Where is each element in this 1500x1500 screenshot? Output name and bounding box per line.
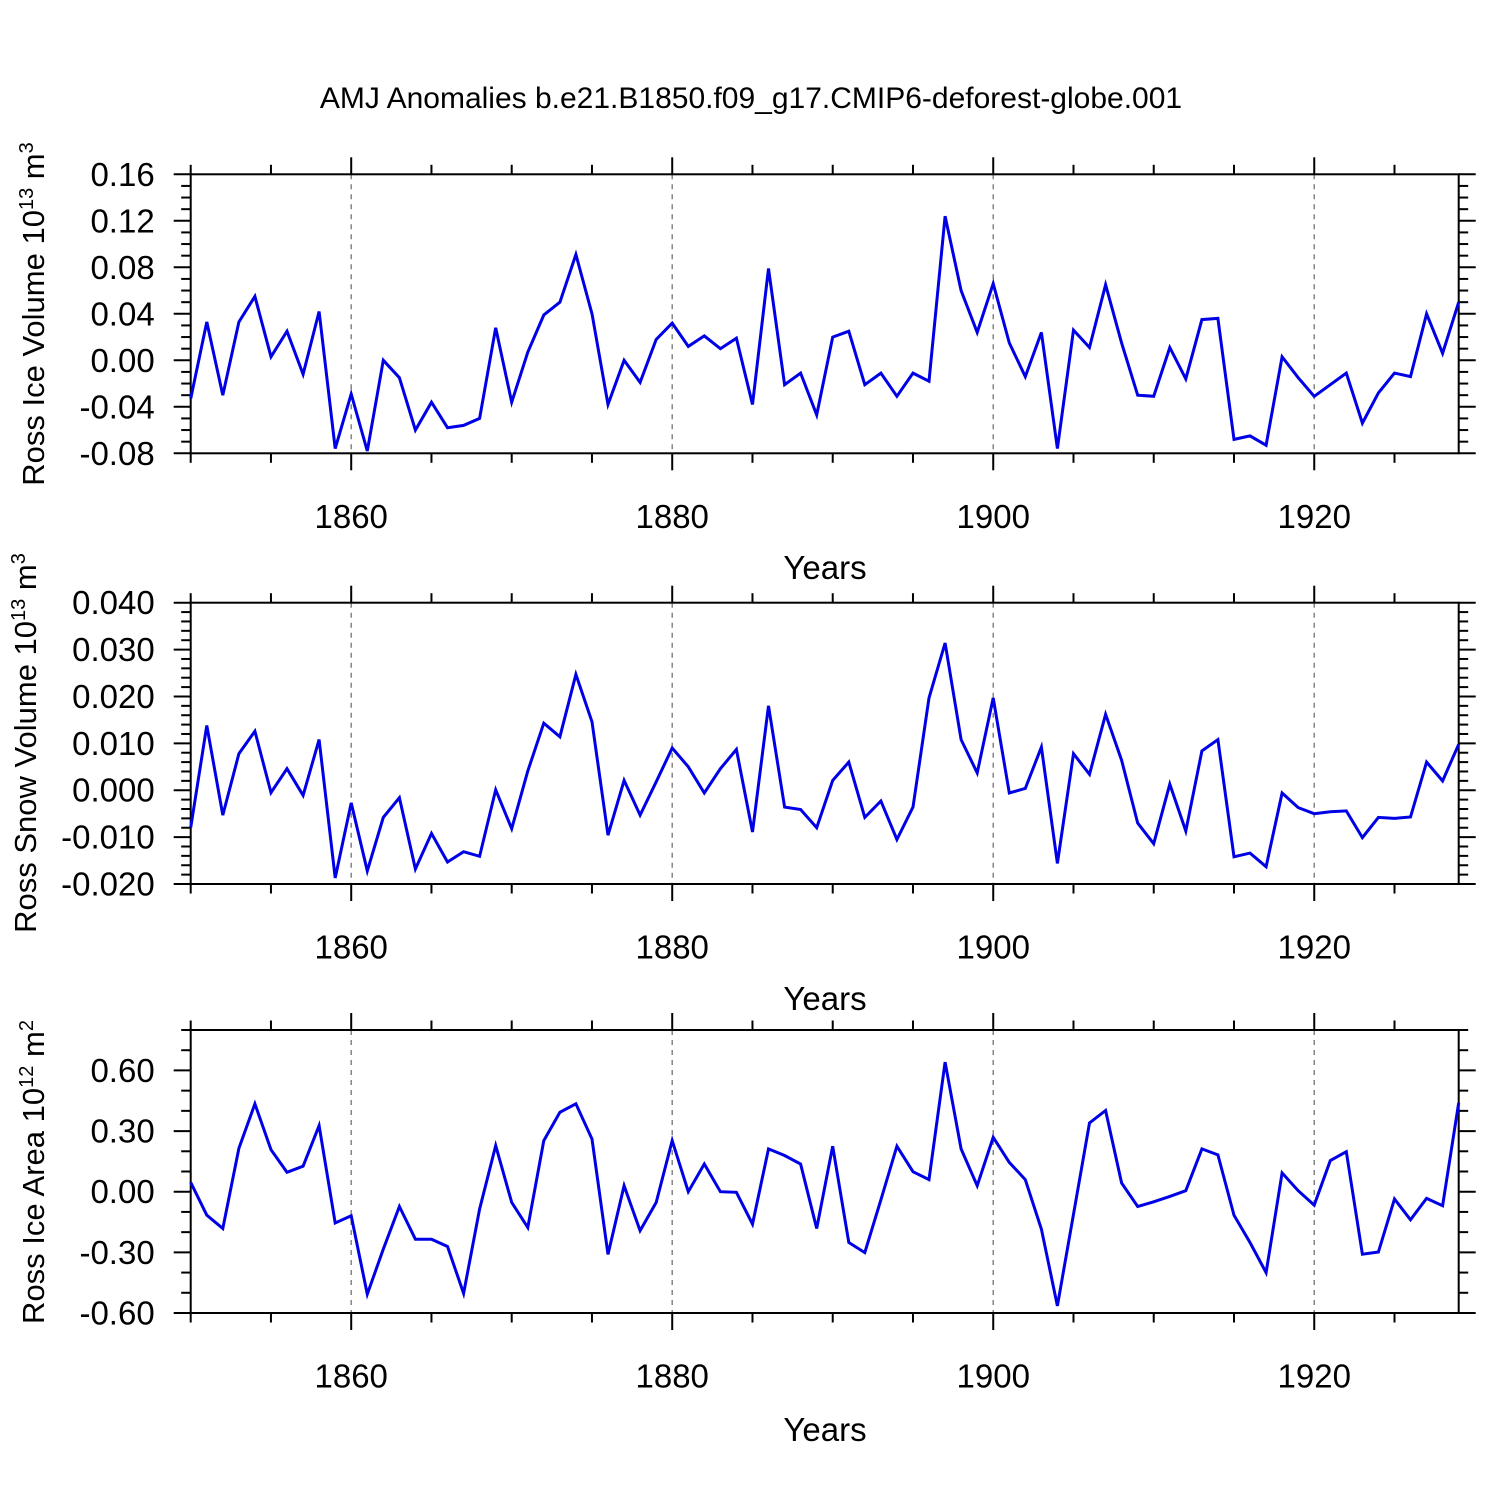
y-tick-label: -0.020 — [61, 866, 155, 903]
y-axis-title-exponent: 13 — [7, 598, 30, 621]
chart-title: AMJ Anomalies b.e21.B1850.f09_g17.CMIP6-… — [319, 82, 1183, 115]
x-tick-label: 1860 — [314, 498, 387, 535]
y-tick-label: 0.010 — [72, 725, 155, 762]
y-axis-title-ross-ice-volume: Ross Ice Volume 1013 m3 — [16, 142, 52, 486]
y-tick-label: -0.30 — [79, 1234, 154, 1271]
x-tick-label: 1920 — [1278, 498, 1351, 535]
x-tick-label: 1920 — [1278, 1358, 1351, 1395]
x-tick-label: 1920 — [1278, 929, 1351, 966]
x-tick-label: 1900 — [957, 929, 1030, 966]
y-tick-label: 0.04 — [90, 295, 154, 332]
y-tick-label: -0.04 — [79, 388, 154, 425]
y-tick-label: 0.040 — [72, 584, 155, 621]
y-tick-label: -0.08 — [79, 435, 154, 472]
x-axis-title-panel-2: Years — [783, 980, 867, 1017]
y-tick-label: 0.08 — [90, 249, 154, 286]
plot-box-ross-ice-area — [189, 1029, 1460, 1314]
y-tick-label: 0.16 — [90, 156, 154, 193]
y-axis-title-unit: m — [8, 564, 44, 599]
y-axis-title-text: Ross Ice Volume 10 — [16, 210, 52, 486]
y-tick-label: 0.000 — [72, 772, 155, 809]
x-tick-label: 1880 — [636, 929, 709, 966]
y-tick-label: 0.30 — [90, 1113, 154, 1150]
y-tick-label: 0.00 — [90, 342, 154, 379]
data-series-line-ross-ice-area — [189, 1061, 1461, 1307]
plot-box-ross-snow-volume — [189, 601, 1460, 885]
y-tick-label: -0.010 — [61, 819, 155, 856]
x-tick-label: 1900 — [957, 1358, 1030, 1395]
x-tick-label: 1860 — [314, 1358, 387, 1395]
y-axis-title-text: Ross Snow Volume 10 — [8, 620, 44, 933]
y-axis-title-unit: m — [16, 1031, 52, 1066]
x-tick-label: 1900 — [957, 498, 1030, 535]
y-axis-title-unit-exponent: 3 — [7, 553, 30, 565]
y-axis-title-exponent: 13 — [15, 187, 38, 211]
y-axis-title-exponent: 12 — [15, 1065, 38, 1088]
y-tick-label: 0.00 — [90, 1173, 154, 1210]
y-tick-label: 0.030 — [72, 631, 155, 668]
x-tick-label: 1880 — [636, 1358, 709, 1395]
x-tick-label: 1860 — [314, 929, 387, 966]
x-axis-title-panel-3: Years — [783, 1411, 867, 1448]
y-tick-label: -0.60 — [79, 1295, 154, 1332]
x-axis-title-panel-1: Years — [783, 549, 867, 586]
y-axis-title-ross-ice-area: Ross Ice Area 1012 m2 — [16, 1020, 52, 1324]
x-tick-label: 1880 — [636, 498, 709, 535]
y-tick-label: 0.12 — [90, 202, 154, 239]
data-series-line-ross-ice-volume — [189, 215, 1461, 452]
plot-box-ross-ice-volume — [189, 173, 1460, 455]
y-axis-title-ross-snow-volume: Ross Snow Volume 1013 m3 — [8, 553, 44, 933]
y-axis-title-unit-exponent: 3 — [15, 142, 38, 154]
y-tick-label: 0.60 — [90, 1052, 154, 1089]
y-axis-title-unit-exponent: 2 — [15, 1020, 38, 1032]
y-tick-label: 0.020 — [72, 678, 155, 715]
y-axis-title-text: Ross Ice Area 10 — [16, 1087, 52, 1324]
y-axis-title-unit: m — [16, 153, 52, 188]
data-series-line-ross-snow-volume — [189, 642, 1461, 879]
